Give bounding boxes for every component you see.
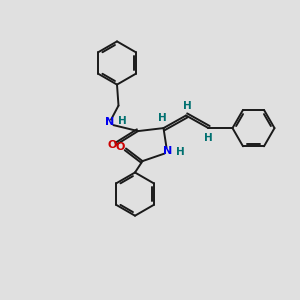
- Text: H: H: [183, 100, 192, 111]
- Text: N: N: [105, 117, 114, 127]
- Text: N: N: [164, 146, 172, 156]
- Text: H: H: [176, 147, 185, 157]
- Text: O: O: [116, 142, 125, 152]
- Text: H: H: [118, 116, 127, 126]
- Text: H: H: [204, 133, 213, 143]
- Text: H: H: [158, 112, 166, 123]
- Text: O: O: [107, 140, 117, 150]
